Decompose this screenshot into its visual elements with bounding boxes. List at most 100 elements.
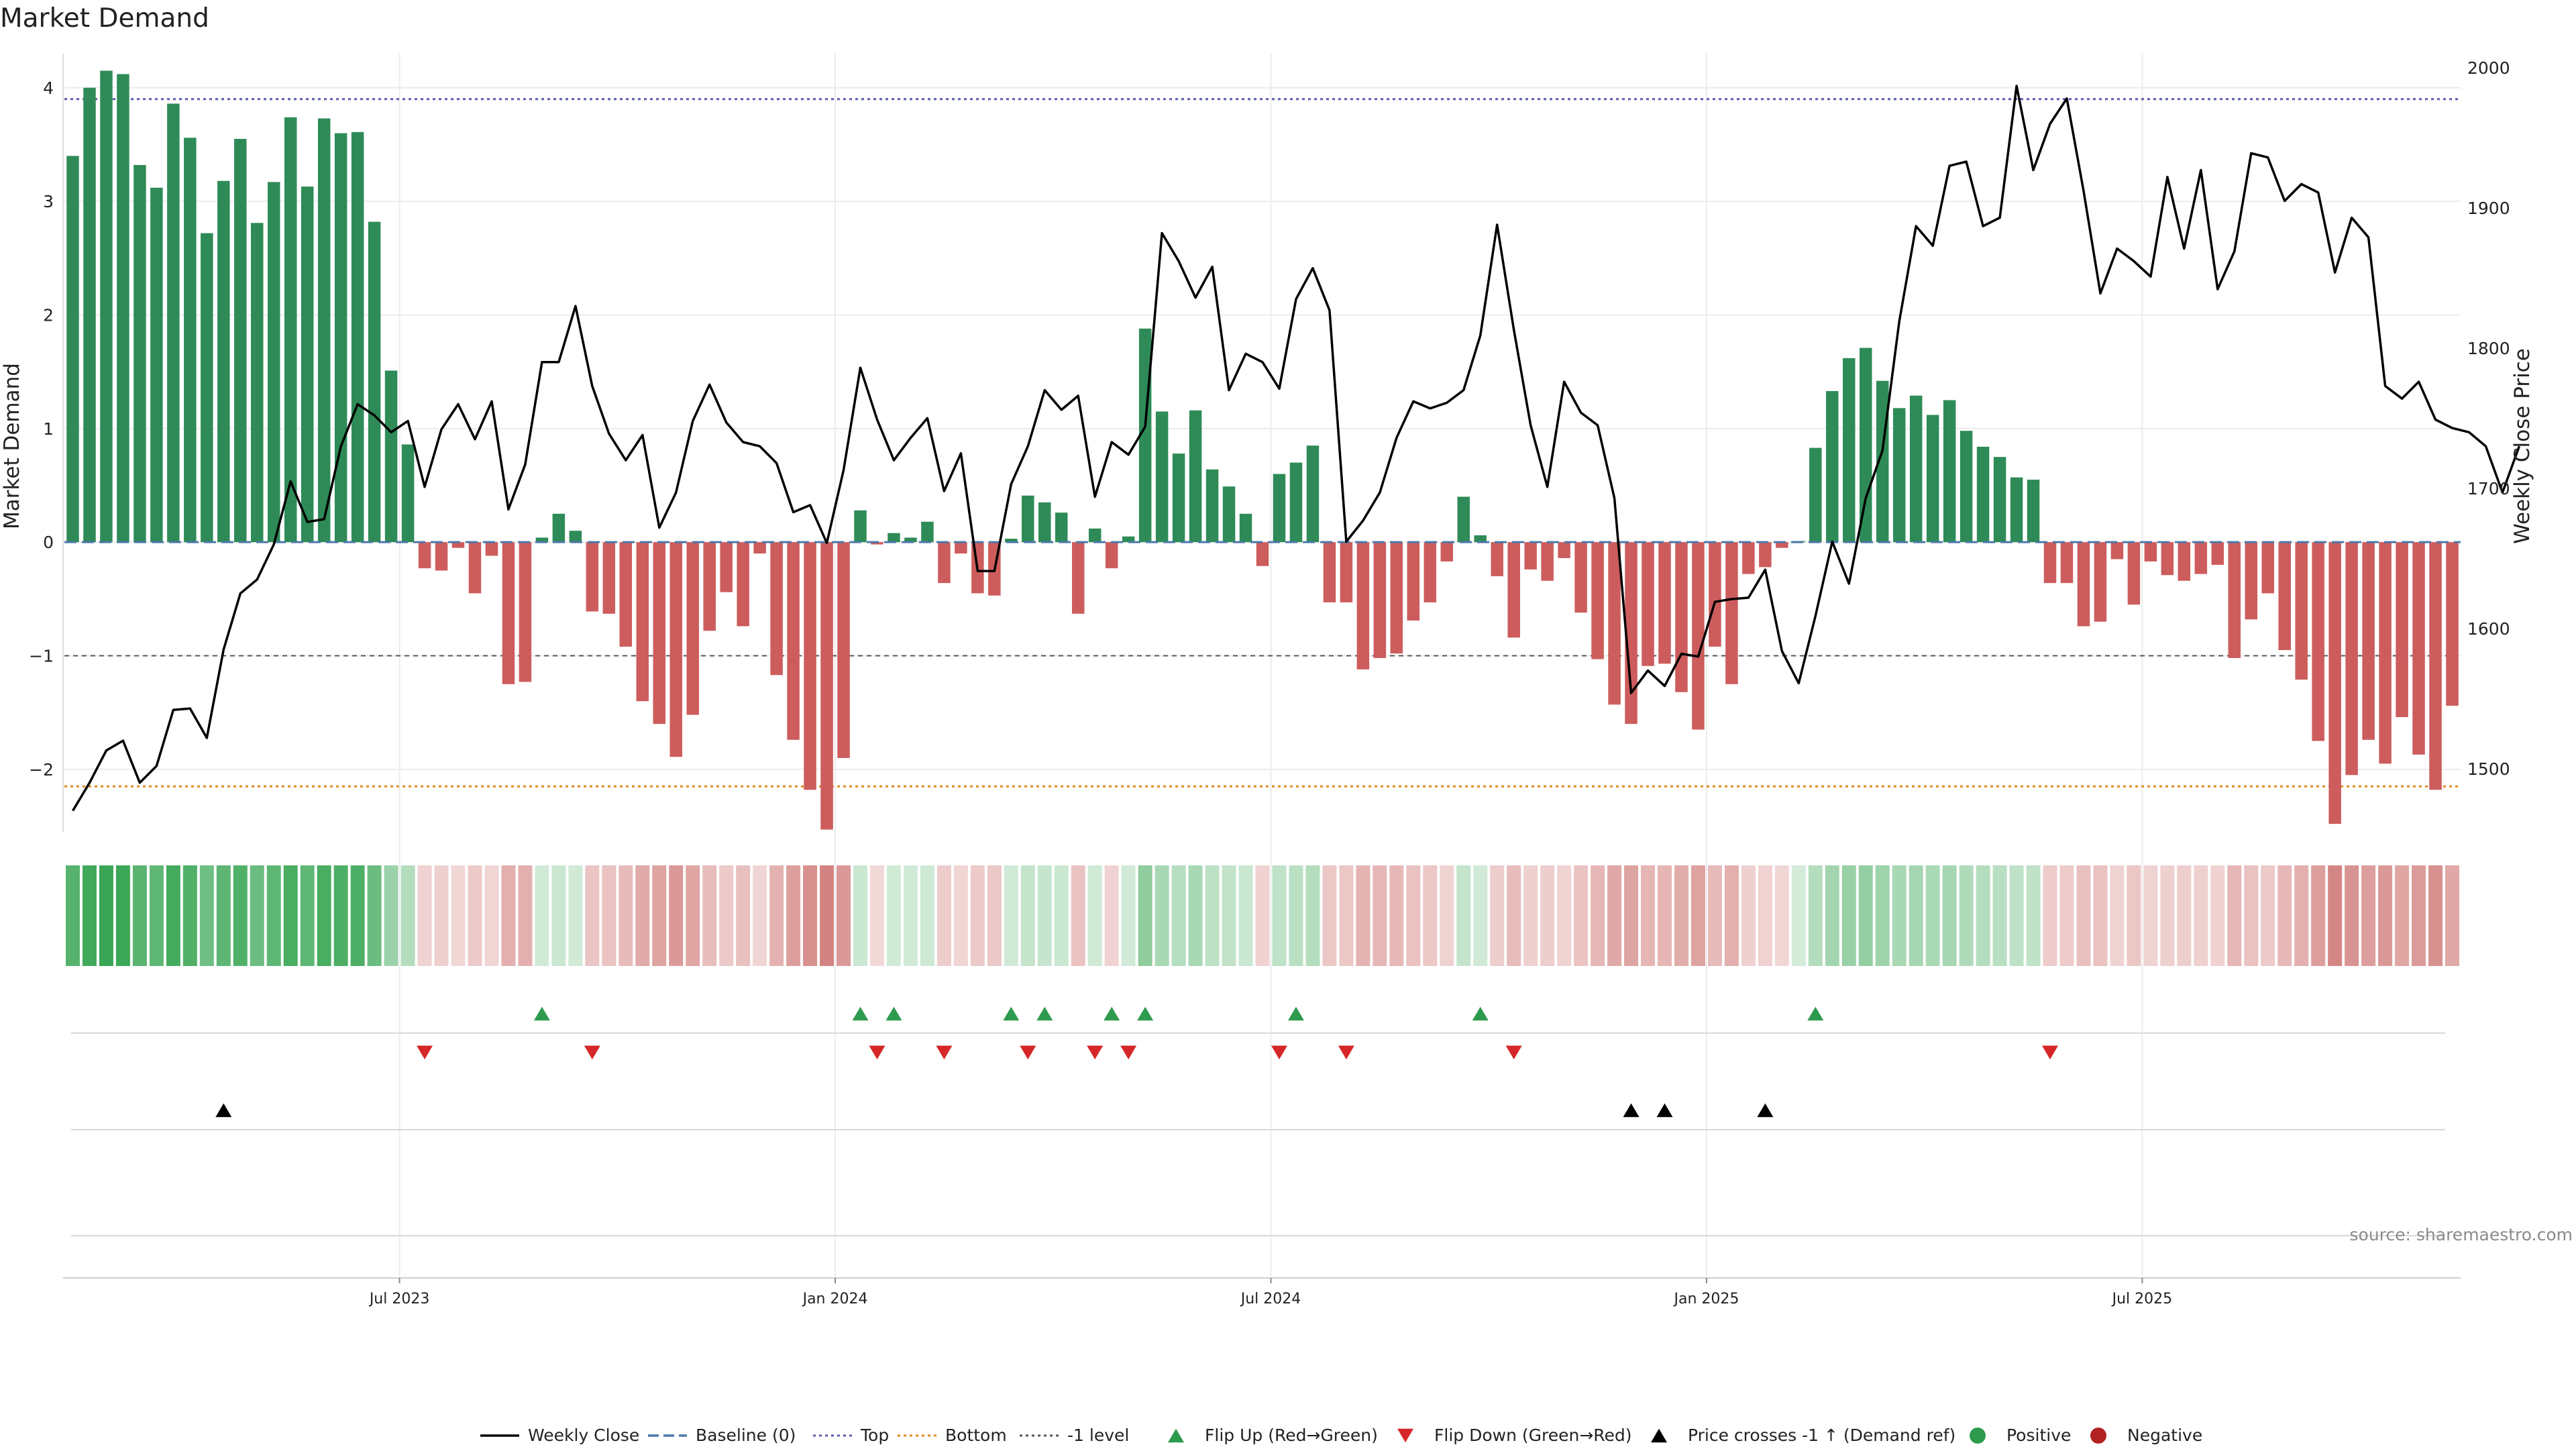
heat-cell xyxy=(99,865,113,966)
demand-bar xyxy=(1524,542,1537,570)
heat-cell xyxy=(1690,865,1705,966)
demand-bar xyxy=(703,542,716,631)
demand-bar xyxy=(1407,542,1420,621)
flip-up-marker xyxy=(1036,1006,1053,1021)
heat-cell xyxy=(1322,865,1337,966)
demand-bar xyxy=(552,513,566,543)
demand-bar xyxy=(1205,469,1219,543)
demand-bar xyxy=(1759,542,1772,568)
demand-bar xyxy=(1541,542,1554,581)
heat-cell xyxy=(1205,865,1220,966)
heat-cell xyxy=(1959,865,1974,966)
demand-bar xyxy=(2312,542,2324,741)
demand-bar xyxy=(1943,400,1956,543)
demand-bar xyxy=(787,542,800,740)
demand-bar xyxy=(2043,542,2057,584)
demand-bar xyxy=(686,542,699,715)
heat-cell xyxy=(216,865,231,966)
heat-cell xyxy=(1138,865,1152,966)
heat-cell xyxy=(2160,865,2175,966)
heat-cell xyxy=(1892,865,1907,966)
demand-bar xyxy=(2211,542,2224,566)
demand-bar xyxy=(1038,502,1051,543)
heat-cell xyxy=(987,865,1002,966)
flip-up-marker xyxy=(852,1006,869,1021)
demand-bar xyxy=(720,542,733,592)
demand-bar xyxy=(1709,542,1721,647)
heat-cell xyxy=(2194,865,2208,966)
heat-cell xyxy=(1406,865,1421,966)
heat-cell xyxy=(1255,865,1270,966)
heat-cell xyxy=(585,865,600,966)
demand-bar xyxy=(1122,536,1135,543)
demand-heat-strip xyxy=(65,865,2460,966)
heat-cell xyxy=(1791,865,1806,966)
heat-cell xyxy=(166,865,180,966)
demand-bar xyxy=(2194,542,2208,574)
flip-up-marker xyxy=(1807,1006,1824,1021)
heat-cell xyxy=(233,865,248,966)
demand-bar xyxy=(1088,528,1102,543)
heat-cell xyxy=(1305,865,1320,966)
heat-cell xyxy=(920,865,934,966)
heat-cell xyxy=(903,865,918,966)
demand-bar xyxy=(2295,542,2308,680)
y2-tick-label: 1500 xyxy=(2467,759,2510,779)
heat-cell xyxy=(1992,865,2007,966)
heat-cell xyxy=(886,865,901,966)
y2-tick-label: 1700 xyxy=(2467,479,2510,498)
demand-bar xyxy=(1457,496,1470,543)
demand-bar xyxy=(770,542,783,676)
heat-cell xyxy=(2177,865,2192,966)
demand-bar xyxy=(1625,542,1638,724)
heat-cell xyxy=(2428,865,2443,966)
demand-bar xyxy=(351,131,364,543)
demand-bar xyxy=(368,221,381,543)
price-cross-marker xyxy=(215,1103,232,1118)
demand-bar xyxy=(485,542,498,556)
demand-bar xyxy=(1390,542,1403,654)
heat-cell xyxy=(1841,865,1856,966)
heat-cell xyxy=(115,865,130,966)
heat-cell xyxy=(2009,865,2024,966)
heat-cell xyxy=(2361,865,2376,966)
demand-bar xyxy=(1658,542,1671,664)
heat-cell xyxy=(869,865,884,966)
heat-cell xyxy=(953,865,968,966)
heat-cell xyxy=(2059,865,2074,966)
heat-cell xyxy=(2311,865,2326,966)
heat-cell xyxy=(2026,865,2041,966)
source-note: source: sharemaestro.com xyxy=(2350,1225,2573,1244)
flip-down-marker xyxy=(1087,1045,1104,1060)
heat-cell xyxy=(970,865,985,966)
x-axis: Jul 2023 Jan 2024 Jul 2024 Jan 2025 Jul 2025 xyxy=(63,1277,2461,1307)
demand-bar xyxy=(619,542,633,647)
demand-bar xyxy=(267,182,280,543)
flip-down-marker xyxy=(1020,1045,1036,1060)
demand-bar xyxy=(284,117,297,543)
demand-bar xyxy=(1071,542,1085,614)
heat-cell xyxy=(300,865,315,966)
demand-bar xyxy=(1289,462,1303,543)
demand-bar xyxy=(150,187,163,543)
heat-cell xyxy=(2210,865,2225,966)
heat-cell xyxy=(417,865,432,966)
price-cross-marker xyxy=(1623,1103,1640,1118)
demand-bar xyxy=(2094,542,2107,622)
heat-cell xyxy=(199,865,214,966)
heat-cell xyxy=(619,865,633,966)
y-tick-label: 3 xyxy=(43,192,54,211)
y-tick-label: 1 xyxy=(43,419,54,439)
legend-swatch xyxy=(1397,1428,1413,1443)
heat-cell xyxy=(2076,865,2091,966)
heat-cell xyxy=(2227,865,2242,966)
heat-cell xyxy=(384,865,398,966)
heat-cell xyxy=(1356,865,1371,966)
heat-cell xyxy=(2328,865,2343,966)
demand-bar xyxy=(1105,542,1118,569)
demand-bar xyxy=(1005,539,1018,543)
heat-cell xyxy=(250,865,264,966)
heat-cell xyxy=(686,865,700,966)
demand-bar xyxy=(100,70,113,543)
demand-bar xyxy=(1507,542,1520,638)
